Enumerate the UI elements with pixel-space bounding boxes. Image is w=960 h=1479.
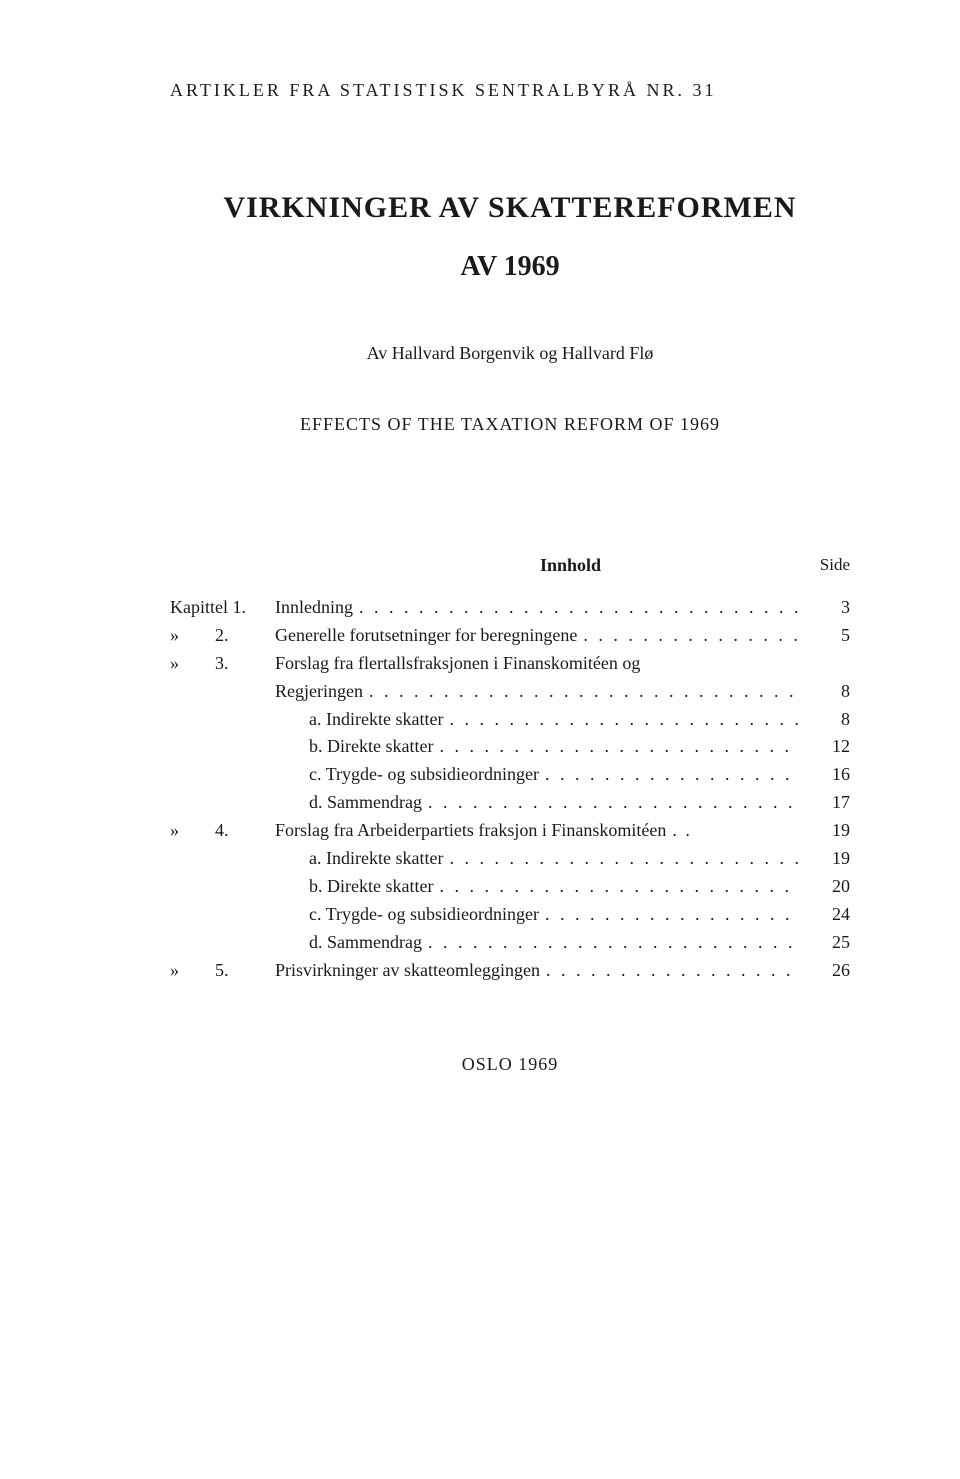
document-page: ARTIKLER FRA STATISTISK SENTRALBYRÅ NR. … xyxy=(0,0,960,1135)
toc-chapter: » 4. xyxy=(170,817,275,845)
toc-chapter: » 3. xyxy=(170,650,275,678)
toc-page-number: 3 xyxy=(800,594,850,622)
toc-row: d. Sammendrag 17 xyxy=(170,789,850,817)
toc-label: d. Sammendrag xyxy=(275,929,428,957)
toc-label: a. Indirekte skatter xyxy=(275,845,449,873)
toc-leader-dots xyxy=(369,678,800,706)
toc-side-heading: Side xyxy=(820,555,850,576)
toc-label: Regjeringen xyxy=(275,678,369,706)
toc-page-number: 20 xyxy=(800,873,850,901)
toc-label: c. Trygde- og subsidieordninger xyxy=(275,901,545,929)
title-year: AV 1969 xyxy=(170,251,850,283)
toc-heading-row: Innhold Side xyxy=(170,555,850,576)
toc-page-number: 24 xyxy=(800,901,850,929)
toc-leader-dots xyxy=(439,873,800,901)
toc-page-number: 25 xyxy=(800,929,850,957)
toc-chapter: » 2. xyxy=(170,622,275,650)
toc-label: d. Sammendrag xyxy=(275,789,428,817)
toc-leader-dots xyxy=(546,957,800,985)
toc-leader-dots xyxy=(428,789,800,817)
toc-row: » 2.Generelle forutsetninger for beregni… xyxy=(170,622,850,650)
toc-leader-dots xyxy=(359,594,800,622)
toc-row: » 3.Forslag fra flertallsfraksjonen i Fi… xyxy=(170,650,850,678)
toc-page-number: 16 xyxy=(800,761,850,789)
toc-row: a. Indirekte skatter 19 xyxy=(170,845,850,873)
series-line: ARTIKLER FRA STATISTISK SENTRALBYRÅ NR. … xyxy=(170,80,850,101)
toc-leader-dots xyxy=(583,622,800,650)
toc-label: b. Direkte skatter xyxy=(275,873,439,901)
toc-leader-dots xyxy=(449,845,800,873)
toc-page-number: 8 xyxy=(800,678,850,706)
toc-leader-dots xyxy=(545,761,800,789)
toc-label: b. Direkte skatter xyxy=(275,733,439,761)
toc-page-number: 19 xyxy=(800,845,850,873)
toc-page-number: 12 xyxy=(800,733,850,761)
title-main: VIRKNINGER AV SKATTEREFORMEN xyxy=(170,191,850,225)
toc-page-number: 8 xyxy=(800,706,850,734)
table-of-contents: Kapittel 1.Innledning3» 2.Generelle foru… xyxy=(170,594,850,984)
toc-row: » 4.Forslag fra Arbeiderpartiets fraksjo… xyxy=(170,817,850,845)
toc-page-number: 19 xyxy=(800,817,850,845)
toc-label: Innledning xyxy=(275,594,359,622)
toc-page-number: 17 xyxy=(800,789,850,817)
subtitle-english: EFFECTS OF THE TAXATION REFORM OF 1969 xyxy=(170,414,850,435)
toc-row: d. Sammendrag 25 xyxy=(170,929,850,957)
toc-label: a. Indirekte skatter xyxy=(275,706,449,734)
toc-heading: Innhold xyxy=(540,555,601,576)
toc-row: c. Trygde- og subsidieordninger 24 xyxy=(170,901,850,929)
toc-leader-dots xyxy=(428,929,800,957)
toc-row: Regjeringen 8 xyxy=(170,678,850,706)
toc-leader-dots: . . xyxy=(672,817,800,845)
toc-label: Forslag fra flertallsfraksjonen i Finans… xyxy=(275,650,646,678)
toc-row: b. Direkte skatter 20 xyxy=(170,873,850,901)
toc-chapter: Kapittel 1. xyxy=(170,594,275,622)
toc-label: c. Trygde- og subsidieordninger xyxy=(275,761,545,789)
toc-row: » 5.Prisvirkninger av skatteomleggingen 2… xyxy=(170,957,850,985)
toc-label: Prisvirkninger av skatteomleggingen xyxy=(275,957,546,985)
toc-row: b. Direkte skatter 12 xyxy=(170,733,850,761)
footer-place-year: OSLO 1969 xyxy=(170,1054,850,1075)
toc-row: Kapittel 1.Innledning 3 xyxy=(170,594,850,622)
toc-leader-dots xyxy=(545,901,800,929)
toc-label: Forslag fra Arbeiderpartiets fraksjon i … xyxy=(275,817,672,845)
toc-page-number: 5 xyxy=(800,622,850,650)
authors-line: Av Hallvard Borgenvik og Hallvard Flø xyxy=(170,343,850,364)
toc-leader-dots xyxy=(449,706,800,734)
toc-page-number: 26 xyxy=(800,957,850,985)
toc-row: c. Trygde- og subsidieordninger 16 xyxy=(170,761,850,789)
toc-row: a. Indirekte skatter 8 xyxy=(170,706,850,734)
toc-leader-dots xyxy=(439,733,800,761)
toc-label: Generelle forutsetninger for beregningen… xyxy=(275,622,583,650)
toc-chapter: » 5. xyxy=(170,957,275,985)
